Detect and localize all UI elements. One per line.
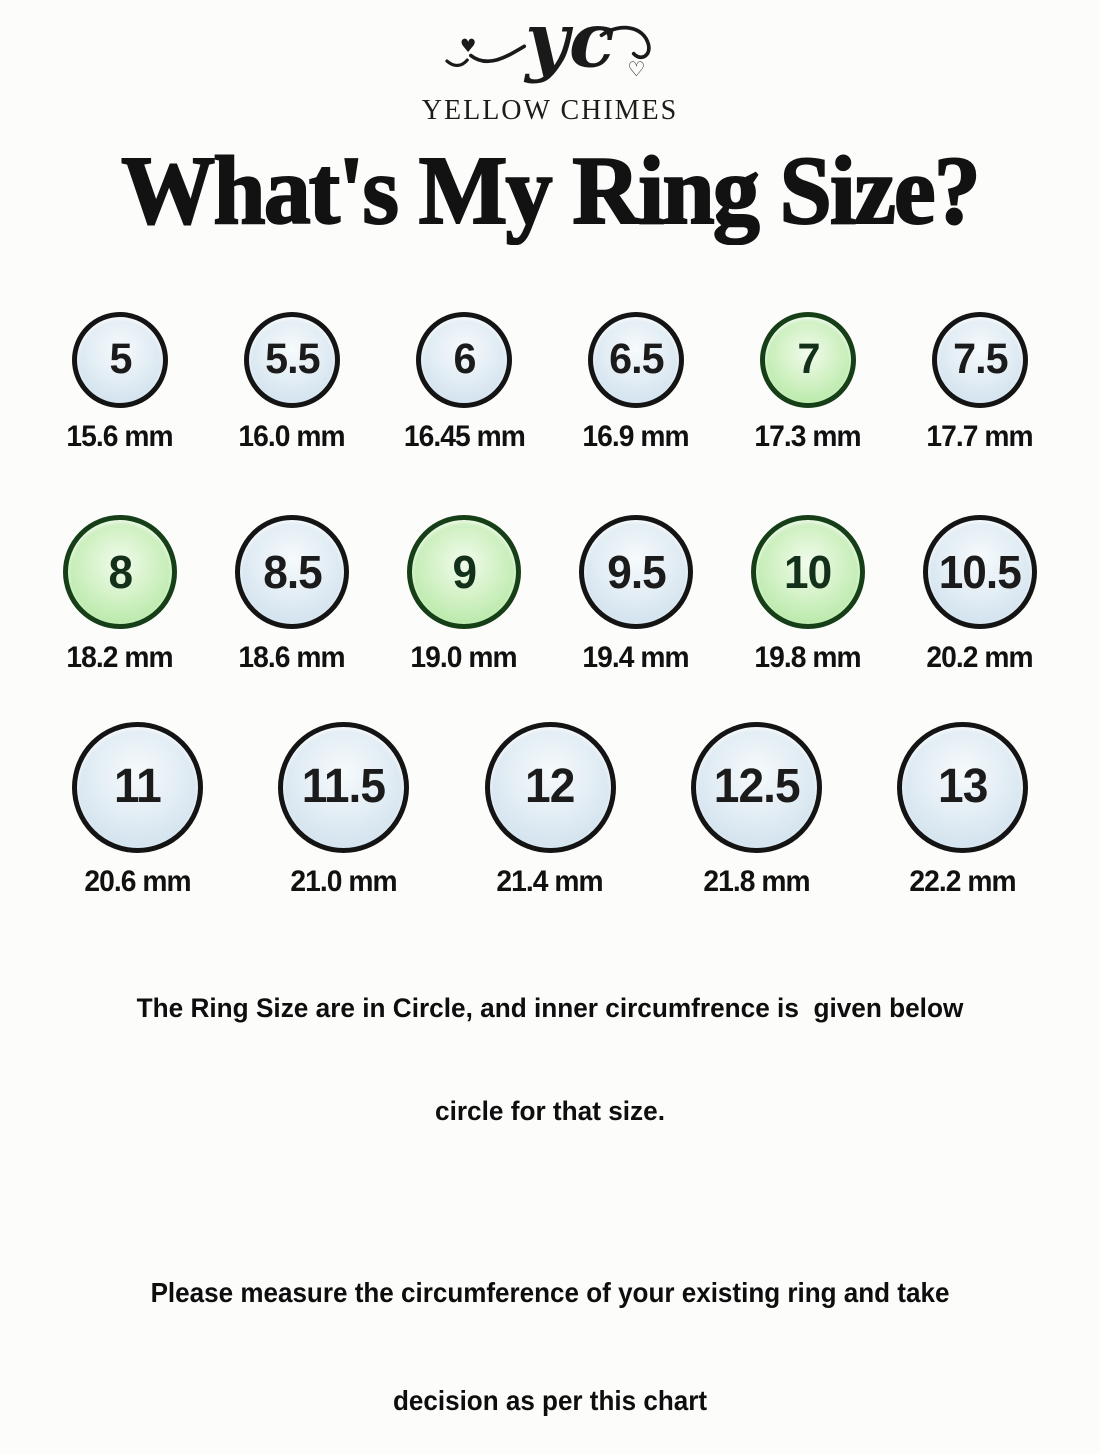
ring-size-circle: 7 [760,311,856,408]
ring-circumference-label: 22.2 mm [909,864,1017,898]
ring-size-cell: 12 21.4 mm [447,721,653,898]
ring-size-circle: 10.5 [923,514,1037,629]
ring-circumference-label: 16.9 mm [582,419,690,453]
ring-size-cell: 6 16.45 mm [378,311,550,453]
brand-logo: ♥ yc ♡ YELLOW CHIMES [0,0,1100,125]
note-line: decision as per this chart [392,1384,708,1416]
note-circle-explanation: The Ring Size are in Circle, and inner c… [17,922,1084,1164]
brand-name: YELLOW CHIMES [421,95,679,126]
ring-circumference-label: 19.8 mm [754,640,862,674]
ring-size-circle: 6 [416,311,512,408]
ring-size-number: 7 [796,335,820,384]
ring-circumference-label: 20.2 mm [926,640,1034,674]
ring-size-number: 6 [452,335,476,384]
ring-size-cell: 5 15.6 mm [34,311,206,453]
ring-size-circle: 9 [407,514,521,629]
ring-size-cell: 7 17.3 mm [722,311,894,453]
yc-script-logo-icon: ♥ yc ♡ [445,4,651,85]
ring-size-circle: 6.5 [588,311,684,408]
ring-size-cell: 10.5 20.2 mm [894,514,1066,674]
ring-size-circle: 12 [484,721,616,853]
ring-size-row-2: 8 18.2 mm 8.5 18.6 mm 9 19.0 mm 9.5 19.4… [34,514,1066,674]
ring-circumference-label: 19.4 mm [582,640,690,674]
ring-size-cell: 9 19.0 mm [378,514,550,674]
ring-circumference-label: 15.6 mm [66,419,174,453]
ring-size-number: 9 [452,545,477,598]
ring-circumference-label: 17.7 mm [926,419,1034,453]
ring-circumference-label: 21.4 mm [496,864,604,898]
ring-circumference-label: 18.6 mm [238,640,346,674]
svg-text:♥: ♥ [460,36,477,57]
ring-size-number: 9.5 [606,545,666,598]
ring-size-number: 12 [525,760,575,814]
ring-size-circle: 8 [63,514,177,629]
ring-size-number: 11 [113,760,162,814]
page-title: What's My Ring Size? [120,137,982,245]
ring-size-row-3: 11 20.6 mm 11.5 21.0 mm 12 21.4 mm 12.5 … [34,721,1066,898]
ring-size-number: 10 [784,545,832,598]
ring-size-circle: 9.5 [579,514,693,629]
ring-size-number: 12.5 [713,760,800,814]
note-line: The Ring Size are in Circle, and inner c… [136,992,964,1023]
ring-circumference-label: 16.45 mm [403,419,525,453]
ring-size-cell: 5.5 16.0 mm [206,311,378,453]
ring-size-circle: 8.5 [235,514,349,629]
ring-circumference-label: 17.3 mm [754,419,862,453]
ring-size-circle: 5 [72,311,168,408]
ring-size-cell: 12.5 21.8 mm [653,721,859,898]
note-measure-instruction: Please measure the circumference of your… [39,1203,1062,1454]
ring-size-circle: 10 [751,514,865,629]
ring-size-cell: 8.5 18.6 mm [206,514,378,674]
ring-size-number: 6.5 [608,335,664,384]
ring-size-grid: 5 15.6 mm 5.5 16.0 mm 6 16.45 mm 6.5 16.… [0,311,1100,898]
ring-circumference-label: 19.0 mm [410,640,518,674]
ring-size-cell: 8 18.2 mm [34,514,206,674]
note-line: Please measure the circumference of your… [150,1277,950,1309]
ring-size-row-1: 5 15.6 mm 5.5 16.0 mm 6 16.45 mm 6.5 16.… [34,311,1066,453]
ring-size-circle: 11.5 [278,721,410,853]
ring-size-number: 13 [938,760,988,814]
ring-size-circle: 7.5 [932,311,1028,408]
svg-text:♡: ♡ [627,57,645,81]
ring-size-number: 5.5 [264,335,320,384]
ring-size-cell: 10 19.8 mm [722,514,894,674]
ring-size-cell: 13 22.2 mm [860,721,1066,898]
note-line: circle for that size. [435,1096,665,1127]
ring-circumference-label: 20.6 mm [84,864,191,898]
ring-size-cell: 7.5 17.7 mm [894,311,1066,453]
ring-size-number: 7.5 [952,335,1008,384]
ring-circumference-label: 16.0 mm [238,419,346,453]
ring-circumference-label: 21.0 mm [290,864,397,898]
ring-circumference-label: 21.8 mm [703,864,810,898]
ring-size-cell: 11.5 21.0 mm [240,721,446,898]
ring-size-circle: 13 [897,721,1029,853]
ring-size-number: 10.5 [938,545,1022,598]
ring-size-circle: 12.5 [690,721,822,853]
logo-text: yc [523,4,615,85]
ring-circumference-label: 18.2 mm [66,640,174,674]
ring-size-cell: 11 20.6 mm [34,721,240,898]
ring-size-cell: 9.5 19.4 mm [550,514,722,674]
ring-size-number: 8.5 [262,545,322,598]
ring-size-number: 8 [108,545,133,598]
ring-size-number: 11.5 [301,760,386,814]
ring-size-circle: 11 [71,721,203,853]
ring-size-circle: 5.5 [244,311,340,408]
ring-size-number: 5 [108,335,132,384]
ring-size-cell: 6.5 16.9 mm [550,311,722,453]
